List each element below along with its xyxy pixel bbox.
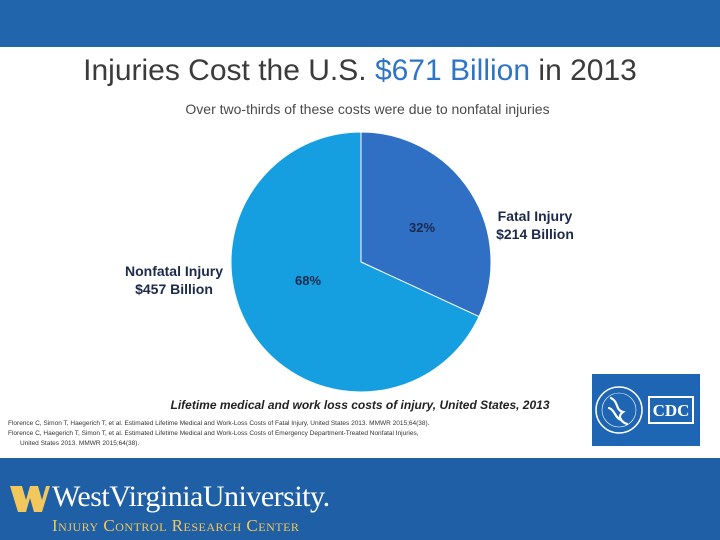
cdc-text: CDC: [653, 401, 690, 420]
top-band: [0, 0, 720, 47]
slide-title: Injuries Cost the U.S. $671 Billion in 2…: [0, 54, 720, 88]
reference-line: Florence C, Simon T, Haegerich T, et al.…: [8, 420, 430, 427]
university-name: WestVirginiaUniversity.: [52, 480, 330, 513]
label-nonfatal-value: $457 Billion: [135, 281, 213, 297]
label-fatal-name: Fatal Injury: [498, 208, 573, 224]
references: Florence C, Simon T, Haegerich T, et al.…: [8, 419, 508, 449]
footer-band: [0, 458, 720, 540]
reference-line: United States 2013. MMWR 2015;64(38).: [20, 440, 140, 447]
label-nonfatal-name: Nonfatal Injury: [125, 263, 223, 279]
pie-slice-nonfatal: [230, 131, 480, 393]
hhs-eagle-icon: CDC: [595, 386, 694, 434]
title-prefix: Injuries Cost the U.S.: [83, 54, 367, 87]
slide-subtitle: Over two-thirds of these costs were due …: [185, 101, 550, 117]
pie-percent-fatal: 32%: [409, 220, 435, 235]
title-suffix: in 2013: [538, 54, 637, 87]
center-name: Injury Control Research Center: [52, 516, 300, 535]
title-highlight: $671 Billion: [374, 54, 531, 87]
pie-percent-nonfatal: 68%: [295, 273, 321, 288]
wv-flying-logo-icon: [10, 486, 50, 512]
chart-caption: Lifetime medical and work loss costs of …: [170, 398, 550, 412]
pie-slice-fatal: [360, 131, 492, 318]
cdc-logo: CDC: [592, 374, 700, 446]
reference-line: Florence C, Haegerich T, Simon T, et al.…: [8, 430, 419, 437]
label-fatal-value: $214 Billion: [496, 226, 574, 242]
